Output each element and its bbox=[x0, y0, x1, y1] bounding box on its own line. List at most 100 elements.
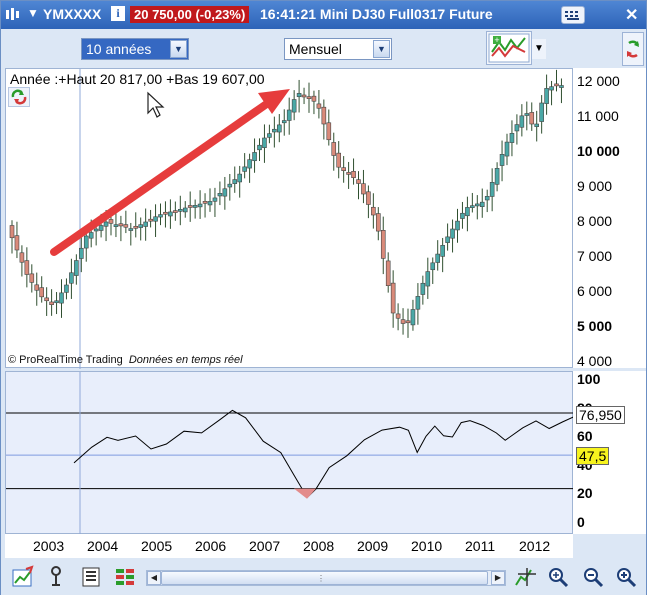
scroll-left-icon[interactable]: ◀ bbox=[147, 571, 161, 585]
candle-body bbox=[227, 183, 233, 188]
candle-body bbox=[286, 109, 292, 121]
candle-body bbox=[415, 296, 421, 310]
zoom-in-icon[interactable] bbox=[614, 565, 638, 589]
candle-body bbox=[69, 272, 74, 284]
oscillator-line bbox=[73, 409, 574, 499]
candle-body bbox=[549, 86, 554, 91]
candle-body bbox=[64, 284, 69, 293]
cursor-icon bbox=[147, 91, 165, 118]
candle-body bbox=[371, 206, 376, 216]
time-axis-year: 2009 bbox=[357, 538, 389, 554]
candle-body bbox=[212, 197, 218, 202]
period-select[interactable]: 10 années ▼ bbox=[81, 38, 189, 60]
chevron-down-icon[interactable]: ▼ bbox=[532, 39, 546, 59]
grip-icon[interactable] bbox=[5, 6, 21, 22]
candle-body bbox=[385, 260, 391, 286]
candle-body bbox=[420, 282, 426, 295]
oscillator-axis-tick: 100 bbox=[577, 371, 601, 387]
chart-header-label: Année :+Haut 20 817,00 +Bas 19 607,00 bbox=[10, 71, 265, 87]
candle-body bbox=[395, 313, 401, 319]
time-axis-year: 2003 bbox=[33, 538, 65, 554]
candle-body bbox=[222, 188, 228, 197]
oscillator-axis-tick: 60 bbox=[577, 428, 593, 444]
candle-body bbox=[514, 124, 520, 132]
bars-icon[interactable] bbox=[113, 565, 137, 589]
candle-body bbox=[202, 201, 208, 204]
candle-body bbox=[346, 172, 351, 175]
candle-body bbox=[252, 152, 257, 162]
candle-body bbox=[128, 228, 134, 231]
candle-body bbox=[74, 260, 79, 276]
time-axis-year: 2006 bbox=[195, 538, 227, 554]
crosshair-icon[interactable] bbox=[513, 565, 537, 589]
candle-body bbox=[470, 205, 475, 208]
candlestick-chart[interactable] bbox=[6, 69, 574, 369]
candle-body bbox=[232, 179, 238, 184]
candle-body bbox=[267, 133, 272, 138]
candle-body bbox=[19, 252, 25, 263]
time-axis-year: 2005 bbox=[141, 538, 173, 554]
list-icon[interactable] bbox=[79, 565, 103, 589]
credit-brand: © ProRealTime Trading bbox=[8, 354, 123, 366]
oscillator-panel[interactable] bbox=[5, 371, 574, 535]
candle-body bbox=[118, 223, 124, 227]
frequency-value: Mensuel bbox=[289, 41, 342, 57]
candle-body bbox=[237, 173, 242, 183]
candle-body bbox=[113, 224, 119, 227]
price-axis[interactable]: 12 000 11 000 10 000 9 000 8 000 7 000 6 000 5 … bbox=[573, 68, 646, 369]
scroll-thumb[interactable]: ⋮ bbox=[161, 571, 488, 585]
candle-body bbox=[450, 228, 455, 239]
chevron-down-icon: ▼ bbox=[373, 40, 390, 58]
candle-body bbox=[34, 284, 40, 291]
price-axis-tick: 11 000 bbox=[577, 108, 619, 124]
candle-body bbox=[425, 271, 431, 287]
close-icon[interactable]: ✕ bbox=[625, 7, 639, 24]
price-chart-panel[interactable]: Année :+Haut 20 817,00 +Bas 19 607,00 © … bbox=[5, 68, 574, 369]
price-axis-tick: 5 000 bbox=[577, 318, 613, 334]
chart-toolbar: 10 années ▼ Mensuel ▼ + ▼ bbox=[1, 29, 646, 67]
zoom-out-icon[interactable] bbox=[581, 565, 605, 589]
drawing-icon[interactable] bbox=[45, 565, 69, 589]
candle-body bbox=[554, 83, 559, 87]
candle-body bbox=[217, 193, 223, 197]
price-axis-tick: 9 000 bbox=[577, 178, 613, 194]
time-axis[interactable]: 2003 2004 2005 2006 2007 2008 2009 2010 2011 2012 bbox=[5, 534, 573, 558]
scroll-right-icon[interactable]: ▶ bbox=[491, 571, 505, 585]
candle-body bbox=[410, 309, 416, 326]
candle-body bbox=[49, 301, 54, 305]
candle-body bbox=[108, 219, 114, 224]
keyboard-icon[interactable] bbox=[561, 6, 585, 24]
candle-body bbox=[544, 88, 549, 104]
candle-body bbox=[351, 171, 356, 178]
price-axis-tick: 4 000 bbox=[577, 353, 613, 369]
price-axis-tick: 10 000 bbox=[577, 143, 620, 159]
refresh-icon[interactable] bbox=[8, 87, 30, 107]
candle-body bbox=[524, 113, 530, 116]
zoom-fit-icon[interactable] bbox=[546, 565, 570, 589]
candle-body bbox=[29, 273, 35, 283]
frequency-select[interactable]: Mensuel ▼ bbox=[284, 38, 392, 60]
upper-level-label: 76,950 bbox=[576, 406, 625, 424]
candle-body bbox=[123, 224, 129, 228]
candle-body bbox=[445, 236, 450, 243]
candle-body bbox=[430, 262, 436, 271]
symbol-dropdown-icon[interactable]: ▼ bbox=[27, 6, 39, 20]
candle-body bbox=[316, 103, 322, 109]
indicator-icon[interactable]: + bbox=[486, 31, 532, 65]
symbol-name[interactable]: YMXXXX bbox=[43, 6, 102, 22]
candle-body bbox=[559, 85, 564, 88]
side-refresh-icon[interactable] bbox=[622, 32, 644, 66]
candle-body bbox=[296, 93, 302, 98]
candle-body bbox=[539, 102, 544, 122]
chart-compare-icon[interactable] bbox=[11, 565, 35, 589]
candle-body bbox=[138, 224, 143, 228]
candle-body bbox=[366, 191, 371, 205]
candle-body bbox=[242, 166, 247, 172]
candle-body bbox=[187, 205, 193, 208]
candle-body bbox=[494, 168, 500, 185]
candle-body bbox=[311, 95, 317, 102]
oscillator-chart[interactable] bbox=[6, 372, 574, 535]
time-axis-year: 2007 bbox=[249, 538, 281, 554]
info-icon[interactable]: i bbox=[111, 6, 125, 21]
